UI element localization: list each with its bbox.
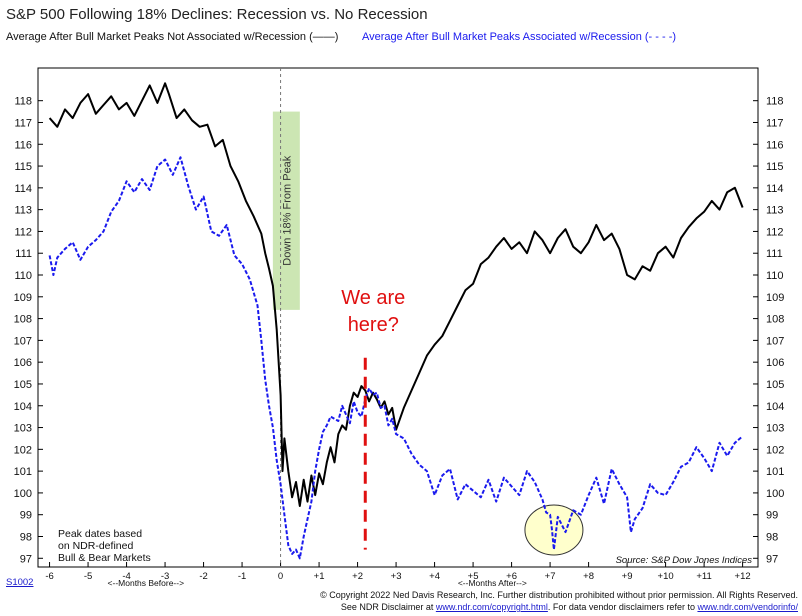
y-tick-label-right: 97 <box>766 553 778 565</box>
chart-code-link[interactable]: S1002 <box>6 577 34 588</box>
y-tick-label-right: 101 <box>766 466 784 478</box>
disclaimer-line: See NDR Disclaimer at www.ndr.com/copyri… <box>341 602 798 612</box>
x-tick-label: 0 <box>278 571 283 582</box>
y-tick-label-left: 107 <box>14 335 32 347</box>
x-tick-label: +4 <box>429 571 440 582</box>
y-tick-label-left: 113 <box>14 205 32 217</box>
x-tick-label: -4 <box>122 571 130 582</box>
x-tick-label: +3 <box>391 571 402 582</box>
y-tick-label-right: 109 <box>766 292 784 304</box>
x-tick-label: +2 <box>352 571 363 582</box>
y-tick-label-right: 118 <box>766 96 784 108</box>
y-tick-label-right: 117 <box>766 117 784 129</box>
copyright-text: © Copyright 2022 Ned Davis Research, Inc… <box>320 590 798 600</box>
y-tick-label-left: 108 <box>14 314 32 326</box>
highlight-circle <box>524 504 584 556</box>
y-tick-label-left: 117 <box>14 117 32 129</box>
y-tick-label-left: 112 <box>14 226 32 238</box>
series-line-recession <box>48 156 744 560</box>
x-tick-label: -2 <box>199 571 207 582</box>
x-tick-label: +12 <box>735 571 751 582</box>
y-tick-label-right: 112 <box>766 226 784 238</box>
y-tick-label-left: 115 <box>14 161 32 173</box>
x-tick-label: +10 <box>658 571 674 582</box>
x-tick-label: +7 <box>545 571 556 582</box>
y-tick-label-left: 103 <box>14 423 32 435</box>
y-tick-label-right: 116 <box>766 139 784 151</box>
x-tick-label: -5 <box>84 571 92 582</box>
legend-entry-no-recession: Average After Bull Market Peaks Not Asso… <box>6 31 338 43</box>
y-tick-label-right: 104 <box>766 401 784 413</box>
legend-symbol-no-recession: (——) <box>309 31 339 43</box>
y-tick-label-left: 109 <box>14 292 32 304</box>
x-axis-label-before: <--Months Before--> <box>108 578 185 588</box>
y-tick-label-left: 106 <box>14 357 32 369</box>
x-tick-label: +6 <box>506 571 517 582</box>
disclaimer-mid: . For data vendor disclaimers refer to <box>547 602 698 612</box>
line-chart: Down 18% From Peak 97 97 98 98 99 99 100 100 101… <box>14 67 784 588</box>
y-tick-label-left: 101 <box>14 466 32 478</box>
y-tick-label-left: 110 <box>14 270 32 282</box>
x-tick-label: +1 <box>314 571 325 582</box>
y-tick-label-right: 106 <box>766 357 784 369</box>
y-tick-label-right: 107 <box>766 335 784 347</box>
shaded-band-label: Down 18% From Peak <box>281 155 293 266</box>
y-tick-label-right: 98 <box>766 531 778 543</box>
y-tick-label-left: 102 <box>14 444 32 456</box>
note-text-line: Bull & Bear Markets <box>58 552 151 564</box>
y-tick-label-right: 110 <box>766 270 784 282</box>
y-tick-label-right: 100 <box>766 488 784 500</box>
y-tick-label-right: 113 <box>766 205 784 217</box>
y-tick-label-left: 97 <box>20 553 32 565</box>
plot-frame <box>37 67 759 568</box>
x-tick-label: -6 <box>45 571 53 582</box>
y-tick-label-right: 115 <box>766 161 784 173</box>
legend-symbol-recession: (- - - -) <box>644 31 677 43</box>
y-tick-label-left: 118 <box>14 96 32 108</box>
y-tick-label-left: 116 <box>14 139 32 151</box>
legend-label-recession: Average After Bull Market Peaks Associat… <box>362 31 642 43</box>
copyright-link[interactable]: www.ndr.com/copyright.html <box>435 602 548 612</box>
y-tick-label-left: 105 <box>14 379 32 391</box>
x-tick-label: -1 <box>238 571 246 582</box>
x-tick-label: +11 <box>696 571 711 582</box>
x-tick-label: +5 <box>468 571 479 582</box>
legend-entry-recession: Average After Bull Market Peaks Associat… <box>362 31 676 43</box>
y-tick-label-left: 111 <box>15 248 32 260</box>
y-tick-label-right: 114 <box>766 183 784 195</box>
y-tick-label-left: 100 <box>14 488 32 500</box>
callout-text-line2: here? <box>348 314 399 336</box>
note-text-line: on NDR-defined <box>58 540 133 552</box>
y-tick-label-left: 104 <box>14 401 32 413</box>
legend-label-no-recession: Average After Bull Market Peaks Not Asso… <box>6 31 306 43</box>
shaded-decline-band <box>272 111 300 310</box>
y-tick-label-right: 103 <box>766 423 784 435</box>
x-tick-label: +8 <box>583 571 594 582</box>
y-tick-label-left: 98 <box>20 531 32 543</box>
callout-text-line1: We are <box>341 287 405 309</box>
y-tick-label-left: 99 <box>20 510 32 522</box>
y-tick-label-left: 114 <box>14 183 32 195</box>
disclaimer-pre: See NDR Disclaimer at <box>340 602 436 612</box>
x-tick-label: -3 <box>161 571 169 582</box>
y-tick-label-right: 108 <box>766 314 784 326</box>
x-tick-label: +9 <box>622 571 633 582</box>
x-axis-label-after: <--Months After--> <box>458 578 527 588</box>
y-tick-label-right: 102 <box>766 444 784 456</box>
vendorinfo-link[interactable]: www.ndr.com/vendorinfo/ <box>697 602 798 612</box>
y-tick-label-right: 105 <box>766 379 784 391</box>
y-tick-label-right: 99 <box>766 510 778 522</box>
series-line-no-recession <box>48 82 744 507</box>
note-text-line: Peak dates based <box>58 528 142 540</box>
source-note: Source: S&P Dow Jones Indices <box>616 555 753 566</box>
y-tick-label-right: 111 <box>766 248 783 260</box>
chart-title: S&P 500 Following 18% Declines: Recessio… <box>6 6 428 23</box>
